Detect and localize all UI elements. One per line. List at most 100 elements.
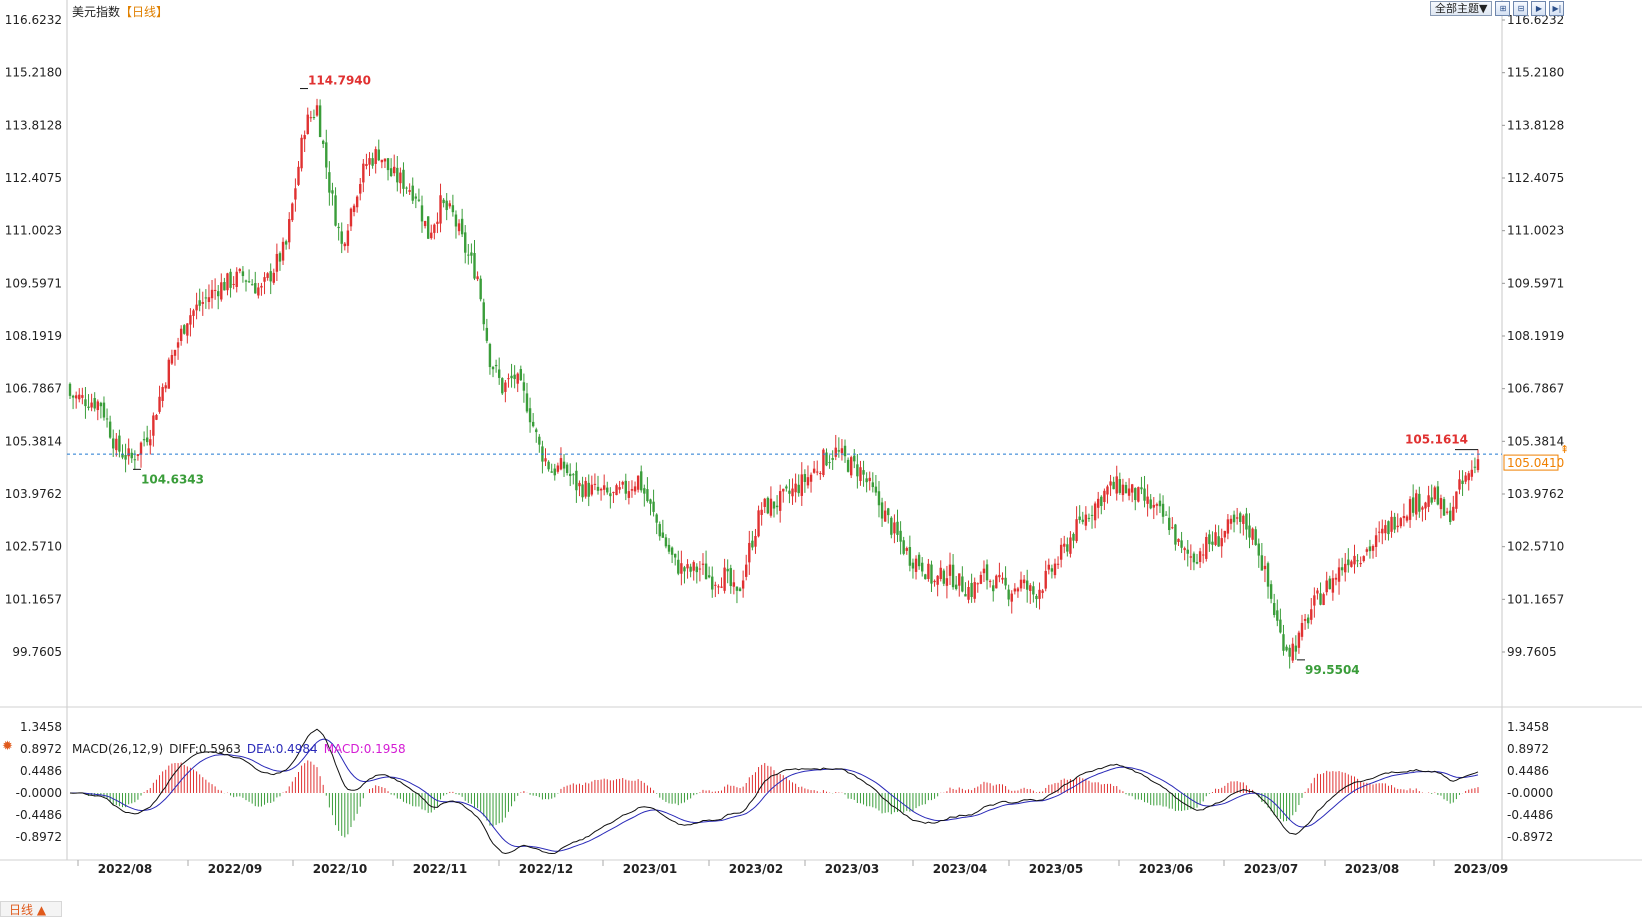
candle-body	[754, 535, 757, 547]
candle-body	[1282, 634, 1285, 651]
candle-body	[93, 398, 96, 409]
candle	[161, 383, 164, 408]
candle-body	[760, 509, 763, 515]
candle-body	[809, 474, 813, 482]
candle-body	[1149, 499, 1152, 509]
candle-body	[1371, 546, 1375, 551]
candle-body	[775, 505, 779, 508]
candle	[1235, 507, 1239, 525]
macd-tick-right: 0.4486	[1507, 764, 1549, 778]
candle-body	[84, 399, 87, 407]
candle	[849, 455, 853, 479]
candle-body	[1347, 559, 1350, 566]
candle	[525, 382, 529, 414]
candle	[843, 439, 847, 463]
play-icon[interactable]: ▶	[1531, 1, 1547, 16]
candle-body	[748, 542, 751, 563]
candle	[735, 586, 739, 604]
candle	[698, 561, 702, 582]
candle	[1208, 529, 1211, 552]
candle	[973, 577, 976, 603]
candle-body	[995, 575, 998, 589]
candle-body	[1158, 500, 1162, 507]
candle	[1097, 491, 1100, 519]
candle	[96, 399, 99, 421]
candle	[911, 558, 915, 579]
candle-body	[1180, 540, 1183, 548]
candle-body	[1421, 507, 1424, 510]
candle	[303, 130, 306, 153]
indicator-settings-icon[interactable]: ✹	[2, 739, 13, 754]
candle-body	[263, 277, 266, 282]
candle-body	[1164, 514, 1168, 516]
candle	[1118, 472, 1122, 495]
candle	[1229, 515, 1233, 530]
candle	[1334, 573, 1338, 586]
candle-body	[426, 216, 430, 239]
candle	[729, 564, 732, 594]
candle-body	[964, 594, 967, 597]
candle-body	[368, 158, 371, 165]
candle-body	[1405, 516, 1409, 521]
candle	[294, 178, 297, 212]
candle-body	[507, 378, 510, 380]
candle	[967, 580, 970, 604]
candle	[133, 450, 137, 470]
candle-body	[399, 172, 402, 184]
candle	[1273, 593, 1276, 618]
candle	[683, 565, 686, 584]
candle-body	[210, 289, 214, 299]
candle-body	[846, 459, 850, 472]
zoom-out-icon[interactable]: ⊟	[1513, 1, 1529, 16]
candle	[476, 271, 479, 282]
candle	[1214, 524, 1217, 547]
candle	[1319, 582, 1322, 606]
time-axis-label: 2022/08	[98, 862, 152, 876]
candle-body	[825, 452, 828, 466]
candle	[853, 449, 856, 469]
candle	[531, 413, 535, 428]
candle-body	[491, 366, 495, 370]
price-tick-left: 99.7605	[12, 645, 62, 659]
candle	[1226, 514, 1230, 540]
candle-body	[1436, 486, 1440, 505]
candle-body	[1103, 490, 1106, 503]
candle	[902, 536, 905, 556]
candle-body	[927, 563, 930, 579]
candle	[1313, 587, 1316, 618]
candle	[1257, 538, 1260, 568]
candle	[1158, 493, 1162, 514]
next-icon[interactable]: ▶|	[1549, 1, 1565, 16]
candle	[467, 243, 470, 265]
candle	[1217, 525, 1220, 547]
candle	[670, 546, 674, 564]
theme-selector-button[interactable]: 全部主题▼	[1430, 1, 1493, 16]
candle-body	[1066, 544, 1069, 552]
period-tab[interactable]: 日线 ▲	[0, 901, 62, 917]
candle	[368, 152, 371, 177]
zoom-in-icon[interactable]: ⊞	[1495, 1, 1511, 16]
candle-body	[433, 224, 436, 233]
candle-body	[1245, 513, 1248, 530]
candle-body	[229, 271, 232, 288]
candle-body	[936, 575, 939, 585]
candle	[828, 455, 831, 469]
candle	[176, 337, 180, 360]
candle	[859, 460, 862, 486]
candle-body	[1078, 516, 1081, 520]
candle-body	[856, 464, 859, 477]
candle	[399, 167, 402, 194]
candle	[501, 377, 504, 396]
candle-body	[1390, 516, 1393, 532]
candle-body	[272, 272, 275, 283]
candle	[380, 159, 384, 169]
time-axis-label: 2022/09	[208, 862, 262, 876]
candle	[210, 279, 214, 309]
candle-body	[1235, 517, 1239, 519]
candle-body	[1350, 561, 1353, 567]
candle	[763, 497, 766, 514]
candle-body	[630, 489, 634, 491]
price-tick-left: 102.5710	[5, 540, 62, 554]
